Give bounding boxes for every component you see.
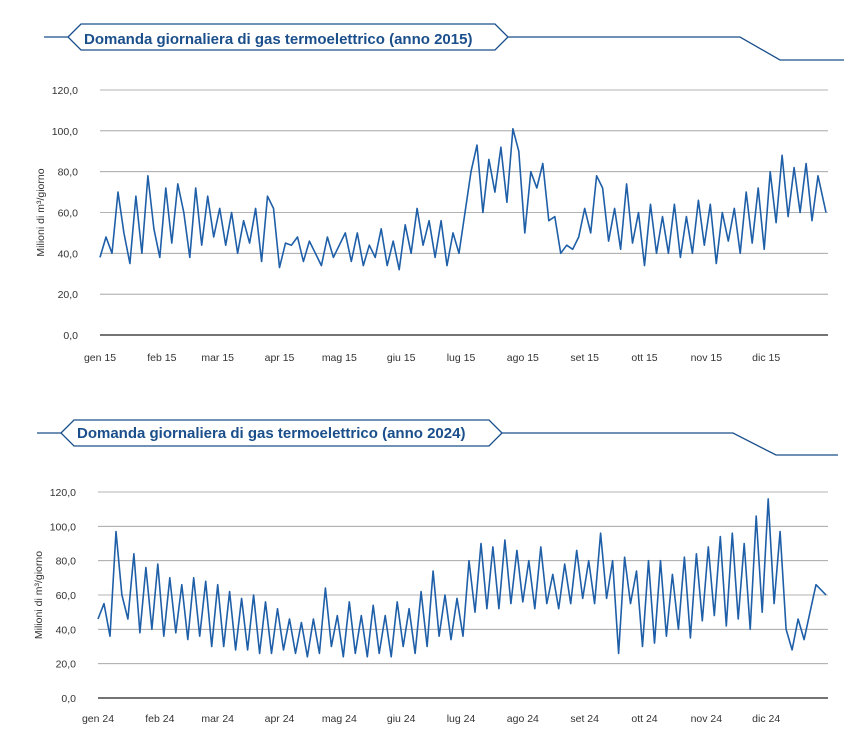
banner-rule-right [502, 432, 838, 456]
y-tick-label: 20,0 [56, 659, 77, 671]
y-tick-label: 120,0 [52, 85, 78, 97]
y-tick-label: 60,0 [58, 208, 79, 220]
x-tick-label: gen 15 [84, 352, 116, 364]
chart-panel-2015: Domanda giornaliera di gas termoelettric… [0, 0, 867, 370]
y-tick-label: 40,0 [58, 248, 79, 260]
x-tick-label: gen 24 [82, 713, 114, 725]
y-tick-label: 20,0 [58, 289, 79, 301]
x-tick-labels: gen 15 feb 15 mar 15 apr 15 mag 15 giu 15 lug … [84, 352, 780, 364]
title-banner [37, 419, 838, 456]
y-tick-label: 80,0 [58, 167, 79, 179]
y-tick-label: 80,0 [56, 556, 77, 568]
x-tick-label: mag 15 [322, 352, 357, 364]
x-tick-label: apr 15 [265, 352, 295, 364]
x-tick-label: nov 24 [691, 713, 723, 725]
x-tick-label: mar 24 [201, 713, 234, 725]
series-line [97, 498, 827, 658]
x-tick-label: ago 15 [507, 352, 539, 364]
y-tick-labels: 0,0 20,0 40,0 60,0 80,0 100,0 120,0 [52, 85, 78, 342]
chart-panel-2024: Domanda giornaliera di gas termoelettric… [0, 400, 867, 752]
x-tick-label: ago 24 [507, 713, 539, 725]
banner-rule-right [508, 36, 844, 61]
x-tick-label: apr 24 [265, 713, 295, 725]
series-line-group [99, 128, 827, 271]
y-tick-label: 0,0 [63, 330, 78, 342]
x-tick-label: dic 15 [752, 352, 780, 364]
y-tick-label: 0,0 [61, 693, 76, 705]
x-tick-label: ott 15 [631, 352, 657, 364]
x-tick-label: mar 15 [201, 352, 234, 364]
chart-2024: Domanda giornaliera di gas termoelettric… [33, 419, 838, 725]
y-tick-label: 120,0 [50, 487, 76, 499]
series-line-group [97, 498, 827, 658]
x-tick-label: lug 15 [447, 352, 476, 364]
x-tick-label: dic 24 [752, 713, 780, 725]
y-axis-label: Milioni di m³/giorno [33, 551, 45, 639]
x-tick-label: mag 24 [322, 713, 357, 725]
y-axis-label: Milioni di m³/giorno [35, 168, 47, 256]
x-tick-label: giu 24 [387, 713, 416, 725]
y-tick-label: 40,0 [56, 624, 77, 636]
x-tick-label: set 24 [570, 713, 599, 725]
x-tick-label: feb 15 [147, 352, 176, 364]
chart-title: Domanda giornaliera di gas termoelettric… [84, 31, 472, 48]
title-banner [44, 23, 844, 61]
x-tick-label: set 15 [570, 352, 599, 364]
gridlines [100, 89, 828, 336]
y-tick-label: 60,0 [56, 590, 77, 602]
x-tick-label: feb 24 [145, 713, 174, 725]
x-tick-label: lug 24 [447, 713, 476, 725]
chart-title: Domanda giornaliera di gas termoelettric… [77, 425, 465, 442]
y-tick-label: 100,0 [52, 126, 78, 138]
gridlines [98, 491, 828, 699]
x-tick-label: ott 24 [631, 713, 657, 725]
chart-2015: Domanda giornaliera di gas termoelettric… [35, 23, 844, 364]
x-tick-labels: gen 24 feb 24 mar 24 apr 24 mag 24 giu 24 lug … [82, 713, 780, 725]
y-tick-labels: 0,0 20,0 40,0 60,0 80,0 100,0 120,0 [50, 487, 76, 705]
y-tick-label: 100,0 [50, 521, 76, 533]
series-line [99, 128, 827, 271]
x-tick-label: nov 15 [691, 352, 723, 364]
x-tick-label: giu 15 [387, 352, 416, 364]
